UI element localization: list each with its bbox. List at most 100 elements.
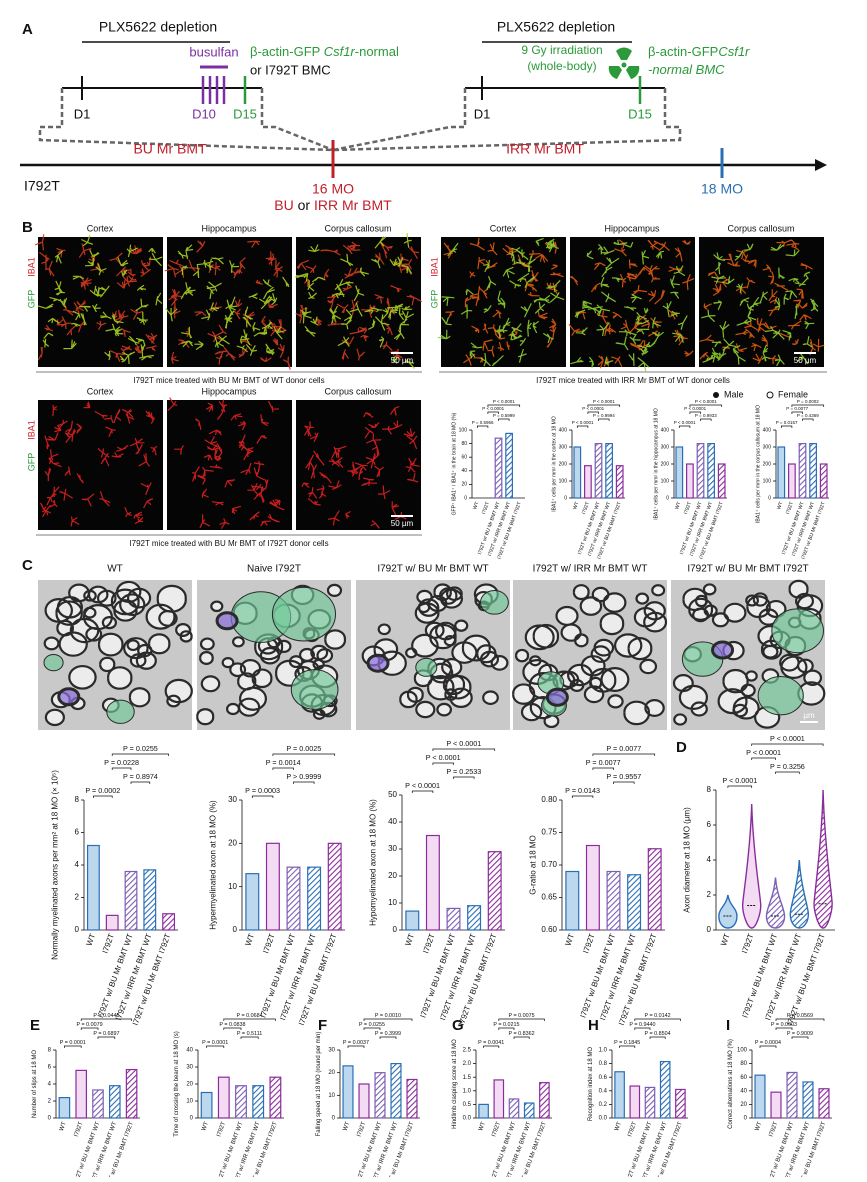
p-value: P = 0.0001	[60, 1040, 86, 1046]
bar	[802, 1081, 814, 1119]
cell-processes	[701, 243, 819, 367]
bar	[539, 1082, 550, 1119]
y-tick-label: 60	[461, 455, 467, 461]
y-tick-label: 100	[737, 1048, 748, 1054]
hypermyelinated-axon	[366, 653, 390, 673]
significance-bracket	[130, 781, 151, 784]
y-tick-label: 0	[707, 925, 712, 934]
p-value: P < 0.0001	[770, 734, 805, 743]
y-tick-label: 400	[559, 427, 568, 433]
x-tick-label: WT	[59, 1121, 68, 1132]
y-axis-label: Hypermyelinated axon at 18 MO (%)	[208, 800, 217, 930]
p-value: P = 0.0041	[478, 1040, 504, 1046]
x-tick-label: WT	[776, 501, 784, 510]
bar	[675, 1088, 686, 1119]
significance-bracket	[775, 1018, 825, 1021]
label: D15	[628, 106, 652, 121]
y-tick-label: 0.4	[599, 1088, 608, 1094]
bar	[505, 432, 513, 499]
y-tick-label: 0.8	[599, 1061, 608, 1067]
label-part: or	[294, 197, 314, 213]
bar	[798, 443, 807, 499]
violin	[741, 803, 762, 929]
y-axis-label: Falling speed at 18 MO (round per min)	[316, 1032, 322, 1137]
p-value: P = 0.5966	[472, 420, 494, 425]
label: GFP	[429, 290, 439, 309]
axon-profiles	[672, 579, 826, 729]
x-tick-label: WT	[343, 1121, 352, 1132]
y-tick-label: 0	[48, 1116, 52, 1122]
region-title: Hippocampus	[201, 223, 257, 233]
y-tick-label: 0.75	[541, 828, 557, 837]
legend-marker	[766, 391, 774, 399]
y-tick-label: 30	[388, 844, 397, 853]
x-tick-label: I792T w/ BU Mr BMT I792T	[297, 932, 339, 1026]
cell-processes	[167, 397, 285, 530]
bar	[629, 1085, 641, 1119]
x-tick-label: I792T	[356, 1121, 367, 1138]
label-part: Csf1r	[718, 44, 750, 59]
p-value: P < 0.0001	[446, 739, 481, 748]
cell-processes	[39, 401, 158, 527]
x-tick-label: I792T	[74, 1121, 85, 1138]
y-tick-label: 30	[186, 1065, 193, 1071]
panel-label: I	[726, 1017, 730, 1034]
label: 9 Gy irradiation	[521, 43, 602, 57]
p-value: P = 0.0014	[266, 758, 301, 767]
y-tick-label: 50	[388, 790, 397, 799]
x-tick-label: WT	[614, 1121, 623, 1132]
bar	[494, 437, 503, 499]
p-value: P < 0.0001	[493, 399, 515, 404]
p-value: P = 0.0001	[202, 1040, 228, 1046]
micrograph	[296, 237, 421, 367]
p-value: P > 0.9999	[286, 772, 321, 781]
significance-bracket	[223, 1018, 276, 1021]
significance-bracket	[775, 771, 800, 774]
hypomyelinated-axon	[106, 699, 135, 724]
bar	[374, 1072, 386, 1119]
label: IBA1	[26, 257, 36, 277]
bar	[75, 1069, 88, 1119]
y-tick-label: 6	[707, 820, 712, 829]
p-value: P = 0.0079	[77, 1022, 103, 1028]
p-value: P = 0.0255	[359, 1022, 385, 1028]
x-tick-label: WT	[85, 932, 98, 947]
significance-bracket	[634, 1018, 681, 1021]
bar	[627, 874, 642, 931]
p-value: P = 0.0002	[797, 399, 819, 404]
y-tick-label: 1.0	[599, 1048, 608, 1054]
bar	[717, 463, 726, 499]
zoom-guide	[38, 88, 682, 152]
significance-bracket	[498, 1018, 545, 1021]
p-value: P = 0.0003	[771, 1022, 797, 1028]
y-tick-label: 0.70	[541, 860, 557, 869]
region-title: Cortex	[87, 386, 114, 396]
p-value: P = 0.8974	[123, 772, 158, 781]
p-value: P = 0.8504	[645, 1031, 671, 1037]
significance-bracket	[64, 1045, 82, 1048]
y-tick-label: 0	[744, 1116, 748, 1122]
significance-bracket	[93, 795, 113, 798]
region-title: Hippocampus	[604, 223, 660, 233]
p-value: P < 0.0001	[722, 776, 757, 785]
significance-bracket	[476, 425, 489, 428]
significance-bracket	[700, 418, 712, 421]
y-tick-label: 200	[763, 461, 772, 467]
bar	[644, 1086, 656, 1119]
label: BU or IRR Mr BMT	[274, 197, 392, 213]
bar	[770, 1091, 782, 1119]
label: IRR Mr BMT	[506, 141, 584, 157]
bar	[615, 465, 624, 499]
p-value: P < 0.0001	[746, 748, 781, 757]
y-tick-label: 8	[48, 1048, 52, 1054]
label-part: IRR Mr BMT	[314, 197, 392, 213]
x-tick-label: I792T	[491, 1121, 502, 1138]
x-tick-label: WT	[674, 501, 682, 510]
y-tick-label: 1.5	[463, 1075, 472, 1081]
p-value: P < 0.0001	[674, 420, 696, 425]
em-title: I792T w/ IRR Mr BMT WT	[533, 564, 648, 575]
y-tick-label: 0.2	[599, 1102, 608, 1108]
p-value: P = 0.3999	[375, 1031, 401, 1037]
p-value: P < 0.0001	[482, 406, 504, 411]
y-tick-label: 2	[48, 1099, 52, 1105]
